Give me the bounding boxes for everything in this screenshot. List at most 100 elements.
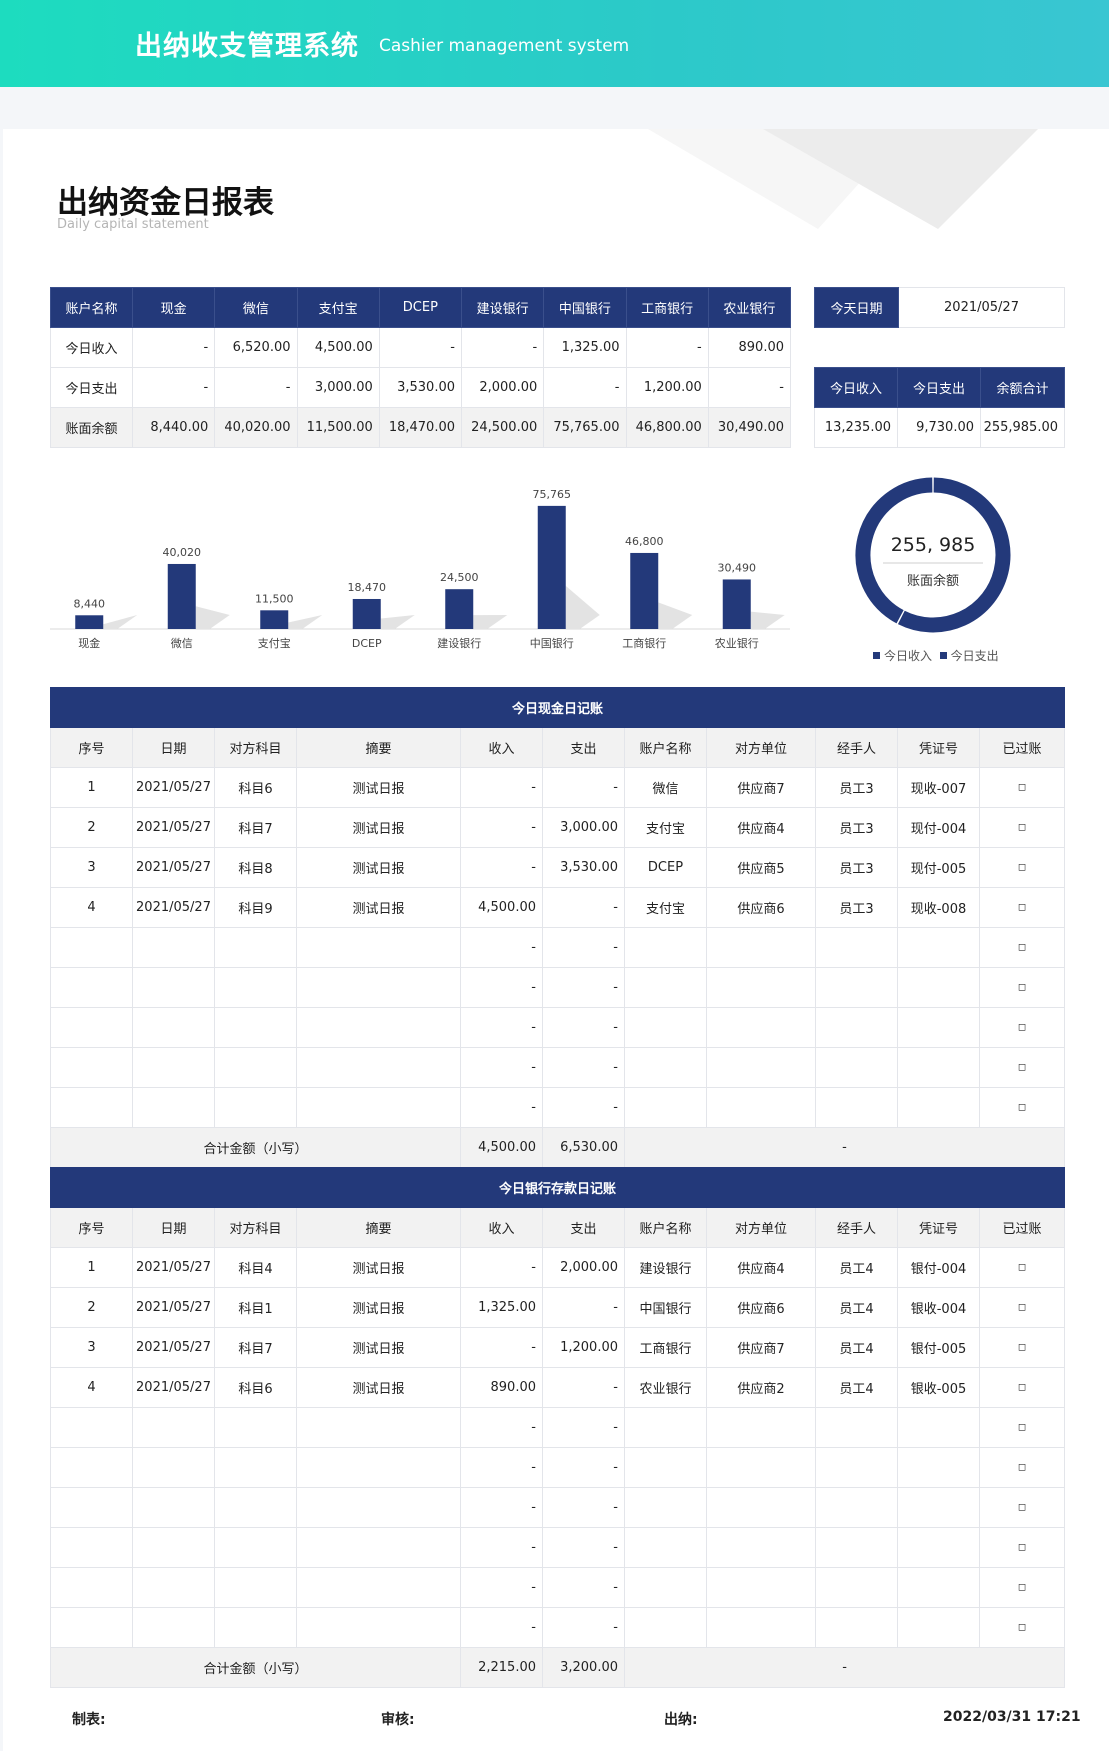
posted-checkbox[interactable]: ◻	[978, 1327, 1066, 1368]
posted-checkbox[interactable]: ◻	[978, 1367, 1066, 1408]
cash-col-header: 账户名称	[624, 727, 707, 768]
bank-cell: 3	[50, 1327, 133, 1368]
bank-cell	[706, 1487, 816, 1528]
bank-cell	[132, 1567, 215, 1608]
cash-cell	[815, 967, 898, 1008]
bar	[167, 563, 196, 629]
summary-row: 账面余额 8,440.00 40,020.00 11,500.00 18,470.00 2…	[50, 407, 792, 448]
cash-cell: 员工3	[815, 847, 898, 888]
posted-checkbox[interactable]: ◻	[978, 1287, 1066, 1328]
bar-category-label: 中国银行	[530, 636, 574, 650]
bank-cell	[50, 1607, 133, 1648]
posted-checkbox[interactable]: ◻	[978, 1247, 1066, 1288]
posted-checkbox[interactable]: ◻	[978, 1567, 1066, 1608]
summary-cell: 40,020.00	[214, 407, 298, 448]
posted-checkbox[interactable]: ◻	[978, 927, 1066, 968]
cash-cell: 现付-004	[897, 807, 980, 848]
posted-checkbox[interactable]: ◻	[978, 1447, 1066, 1488]
cash-cell: -	[460, 927, 543, 968]
cash-cell: 员工3	[815, 887, 898, 928]
bar-shadow	[750, 611, 785, 629]
summary-cell: -	[707, 367, 792, 408]
bank-cell: -	[460, 1247, 543, 1288]
cash-cell: 科目8	[214, 847, 297, 888]
bank-cell	[296, 1447, 461, 1488]
table-row: - - ◻	[50, 1007, 1066, 1048]
bank-cell: -	[542, 1567, 625, 1608]
summary-row-label: 今日支出	[50, 367, 133, 408]
cash-cell: -	[542, 767, 625, 808]
bank-cell: -	[460, 1447, 543, 1488]
cash-cell: 3	[50, 847, 133, 888]
summary-row-label: 账面余额	[50, 407, 133, 448]
summary-cell: 4,500.00	[296, 327, 380, 368]
totals-col-header: 今日支出	[897, 367, 981, 408]
cash-cell: 2021/05/27	[132, 807, 215, 848]
footer-timestamp: 2022/03/31 17:21	[943, 1709, 1081, 1725]
cash-cell	[897, 1087, 980, 1128]
cash-col-header: 日期	[132, 727, 215, 768]
summary-header-row: 账户名称 现金 微信 支付宝 DCEP 建设银行 中国银行 工商银行 农业银行	[50, 287, 792, 328]
summary-cell: 30,490.00	[707, 407, 792, 448]
cash-cell	[214, 927, 297, 968]
posted-checkbox[interactable]: ◻	[978, 807, 1066, 848]
bar-value-label: 8,440	[74, 597, 106, 610]
bank-total-row: 合计金额（小写） 2,215.00 3,200.00-	[50, 1647, 1066, 1688]
page-title: 出纳资金日报表	[57, 185, 274, 221]
table-row: - - ◻	[50, 967, 1066, 1008]
bank-cell	[296, 1487, 461, 1528]
bar-value-label: 46,800	[625, 535, 664, 548]
cash-cell	[214, 1007, 297, 1048]
cash-cell: 2021/05/27	[132, 767, 215, 808]
bank-cell	[624, 1447, 707, 1488]
cash-cell	[624, 927, 707, 968]
posted-checkbox[interactable]: ◻	[978, 887, 1066, 928]
bar-shadow	[380, 615, 415, 629]
bank-cell: -	[542, 1287, 625, 1328]
posted-checkbox[interactable]: ◻	[978, 1607, 1066, 1648]
footer-reviewer: 审核:	[381, 1712, 415, 1728]
bank-cell: 员工4	[815, 1327, 898, 1368]
bank-cell: 供应商2	[706, 1367, 816, 1408]
bank-cell: 银收-004	[897, 1287, 980, 1328]
cash-cell	[815, 1047, 898, 1088]
posted-checkbox[interactable]: ◻	[978, 1047, 1066, 1088]
app-title: 出纳收支管理系统	[135, 31, 359, 62]
bank-cell: -	[460, 1327, 543, 1368]
posted-checkbox[interactable]: ◻	[978, 967, 1066, 1008]
today-date-table: 今天日期 2021/05/27	[814, 287, 1065, 328]
posted-checkbox[interactable]: ◻	[978, 767, 1066, 808]
cash-cell	[50, 927, 133, 968]
bank-cell: 2021/05/27	[132, 1287, 215, 1328]
bar	[75, 615, 104, 629]
posted-checkbox[interactable]: ◻	[978, 1487, 1066, 1528]
table-row: - - ◻	[50, 1527, 1066, 1568]
bank-cell: 员工4	[815, 1247, 898, 1288]
posted-checkbox[interactable]: ◻	[978, 1527, 1066, 1568]
table-row: 1 2021/05/27 科目6 测试日报 - - 微信 供应商7 员工3 现收-007 ◻	[50, 767, 1066, 808]
bank-cell: 员工4	[815, 1287, 898, 1328]
table-row: 3 2021/05/27 科目7 测试日报 -1,200.00 工商银行 供应商7 员工4 银付…	[50, 1327, 1066, 1368]
cash-cell	[624, 1007, 707, 1048]
cash-cell: -	[460, 1087, 543, 1128]
bar-value-label: 18,470	[348, 581, 387, 594]
cash-cell	[296, 967, 461, 1008]
bank-cell	[624, 1407, 707, 1448]
cash-cell	[132, 927, 215, 968]
cash-journal-title: 今日现金日记账	[49, 687, 1066, 728]
summary-cell: 6,520.00	[214, 327, 298, 368]
cash-cell: 测试日报	[296, 807, 461, 848]
posted-checkbox[interactable]: ◻	[978, 1407, 1066, 1448]
bank-cell	[897, 1487, 980, 1528]
report-sheet: 出纳资金日报表 Daily capital statement 账户名称 现金 …	[3, 129, 1109, 1751]
posted-checkbox[interactable]: ◻	[978, 1007, 1066, 1048]
cash-cell	[214, 1047, 297, 1088]
posted-checkbox[interactable]: ◻	[978, 1087, 1066, 1128]
cash-cell: -	[542, 1047, 625, 1088]
posted-checkbox[interactable]: ◻	[978, 847, 1066, 888]
account-summary-table: 账户名称 现金 微信 支付宝 DCEP 建设银行 中国银行 工商银行 农业银行 …	[50, 287, 792, 448]
cash-cell	[815, 1007, 898, 1048]
bank-col-header: 凭证号	[897, 1207, 980, 1248]
table-row: - - ◻	[50, 1407, 1066, 1448]
bank-cell: 测试日报	[296, 1287, 461, 1328]
